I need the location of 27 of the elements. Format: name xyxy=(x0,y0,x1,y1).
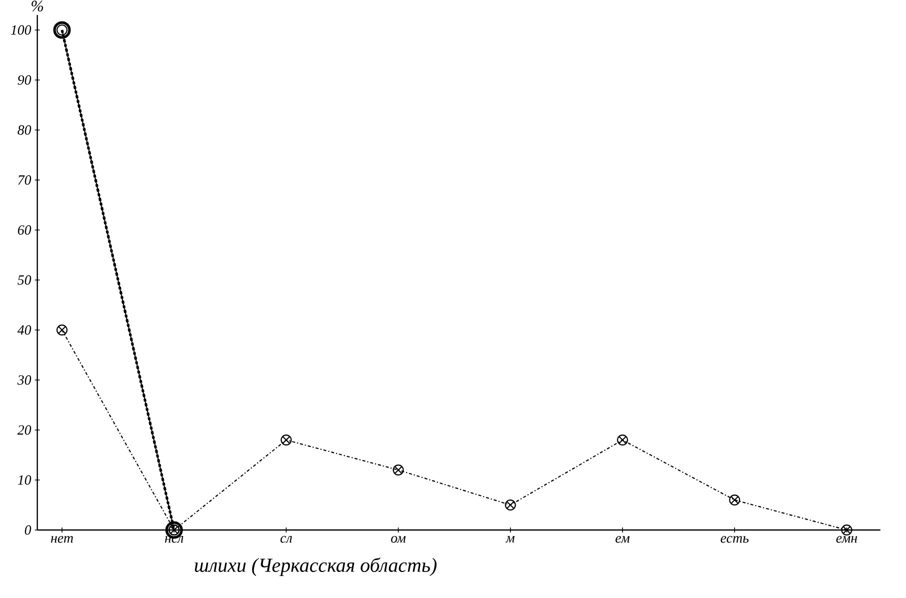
x-tick-label: нет xyxy=(50,536,73,543)
y-tick-label: 0 xyxy=(24,525,32,535)
text: шлихи (Черкасская область) xyxy=(194,558,437,576)
point xyxy=(841,524,852,536)
point xyxy=(616,434,628,446)
y-tick-label: 30 xyxy=(17,375,32,385)
point xyxy=(56,324,68,336)
y-tick-label: 50 xyxy=(18,275,32,285)
y-tick-label: 80 xyxy=(18,125,32,135)
y-tick-label: 40 xyxy=(17,325,32,335)
y-tick-label: 20 xyxy=(17,425,32,435)
point xyxy=(504,499,516,511)
x-tick-label: сл xyxy=(280,536,292,543)
x-tick-label: емн xyxy=(836,536,858,543)
y-tick-label: 60 xyxy=(18,225,32,235)
y-tick-label: 100 xyxy=(10,25,32,35)
point xyxy=(280,434,292,446)
y-tick-label: 10 xyxy=(18,475,32,485)
y-tick-label: 70 xyxy=(18,175,32,185)
x-tick-label: ем xyxy=(616,536,630,543)
x-tick-label: м xyxy=(506,536,515,543)
y-tick-label: 90 xyxy=(18,75,32,85)
x-tick-label: есть xyxy=(720,536,749,543)
y-axis-title: % xyxy=(32,0,44,12)
x-tick-label: ом xyxy=(391,536,406,543)
point xyxy=(729,494,740,506)
point xyxy=(392,464,404,476)
